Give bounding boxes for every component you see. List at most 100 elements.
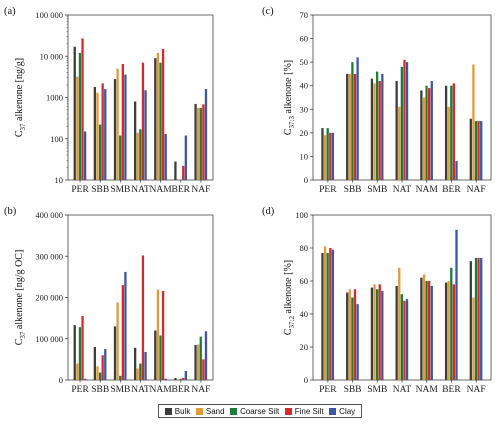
panel-1-bar [184,135,187,180]
panel-3-bar [447,106,450,180]
panel-4-bar [326,252,329,380]
panel-4-bar [455,229,458,380]
panel-1-ytick-label: 100 000 [35,10,63,20]
panel-4-category-label: PER [319,385,337,395]
panel-4-bar [348,289,351,380]
panel-4-bar [346,292,349,380]
panel-1-ytick-label: 10 000 [40,51,63,61]
panel-4-bar [469,261,472,380]
panel-4-ytick-label: 20 [300,342,309,352]
panel-1-category-label: PER [71,185,89,195]
panel-2-frame [67,214,214,381]
panel-3-bar [400,66,403,180]
panel-1-bar [161,48,165,180]
panel-4-bar [428,281,431,380]
panel-2-bar [124,271,127,380]
legend-swatch-bulk [164,407,172,415]
panel-1-bar [174,161,177,180]
panel-2-bar [194,344,197,380]
legend-item-fine-silt: Fine Silt [284,407,324,416]
panel-2-category-label: NAM [150,385,173,395]
panel-4-bar [370,287,374,380]
panel-4-bar [321,252,324,380]
panel-1-label: (a) [4,6,16,17]
panel-1-bar [141,62,145,180]
panel-4-category-label: NAM [416,385,439,395]
panel-3-ytick-label: 10 [300,151,309,161]
panel-4-bar [400,294,403,380]
panel-1-category-label: NAT [131,185,150,195]
panel-4-bar [373,284,376,380]
legend-item-sand: Sand [195,407,225,416]
panel-2-bar [116,302,119,380]
panel-3-bar [395,81,398,180]
panel-1-bar [93,86,97,180]
panel-1-bar [164,134,167,180]
panel-4-category-label: BER [442,385,461,395]
panel-1-bar [124,74,127,180]
panel-2-bar [139,363,142,380]
panel-2-bar [174,377,177,380]
panel-1-bar [104,89,107,180]
panel-4-ylabel: C37:2 alkenone [%] [283,260,296,335]
panel-4-bar [430,285,433,380]
panel-2-bar [159,335,162,380]
panel-2-ytick-label: 100 000 [35,334,63,344]
panel-1-bar [83,131,87,180]
panel-1-bar [159,62,162,180]
panel-4-bar [452,284,456,380]
panel-4-bar [450,267,453,380]
legend-label-clay: Clay [339,406,356,416]
panel-1-bar [96,92,99,180]
panel-3-bar [373,83,376,180]
panel-2-bar [136,368,139,380]
panel-2-bar [156,289,160,380]
panel-3-bar [356,57,359,180]
panel-3-bar [403,59,406,180]
panel-3-bar [398,106,401,180]
legend-label-coarse-silt: Coarse Silt [240,406,280,416]
panel-4-bar [375,289,379,380]
panel-3-category-label: NAT [393,185,412,195]
panel-3-bar [326,128,329,180]
panel-3-bar [474,121,478,180]
panel-1-ytick-label: 100 [50,134,63,144]
panel-3-bar [469,118,472,180]
panel-1-bar [116,68,119,180]
panel-2-label: (b) [4,206,17,217]
panel-3-category-label: NAF [467,185,486,195]
panel-1-bar [199,107,202,180]
panel-3-ytick-label: 40 [300,81,309,91]
panel-2-bar [141,255,145,380]
panel-3-bar [428,88,431,180]
panel-1-bar [76,76,79,180]
panel-3-bar [472,64,475,180]
panel-1-bar [144,90,147,180]
panel-3-bar [444,85,448,180]
panel-1-bar [73,46,76,180]
panel-3-bar [452,83,456,180]
panel-3-bar [378,81,381,180]
panel-1-bar [197,107,200,180]
panel-2-bar [119,375,122,380]
panel-1-bar [119,135,122,180]
panel-3-bar [420,90,423,180]
panel-1-bar [204,89,208,180]
panel-2-ytick-label: 200 000 [35,293,63,303]
panel-3-bar [331,132,335,180]
panel-3-bar [450,85,453,180]
panel-1-category-label: SBB [91,185,109,195]
panel-3-ytick-label: 50 [300,57,309,67]
panel-2-bar [197,344,200,380]
panel-2-bar [134,347,137,380]
panel-3-bar [323,135,327,180]
legend-item-bulk: Bulk [164,407,190,416]
panel-3-category-label: SBB [344,185,362,195]
panel-3-bar [422,97,426,180]
legend: Bulk Sand Coarse Silt Fine Silt Clay [158,404,362,418]
panel-1-category-label: BER [172,185,191,195]
panel-1-bar [156,52,160,180]
legend-swatch-fine-silt [284,407,292,415]
panel-3-bar [375,71,379,180]
